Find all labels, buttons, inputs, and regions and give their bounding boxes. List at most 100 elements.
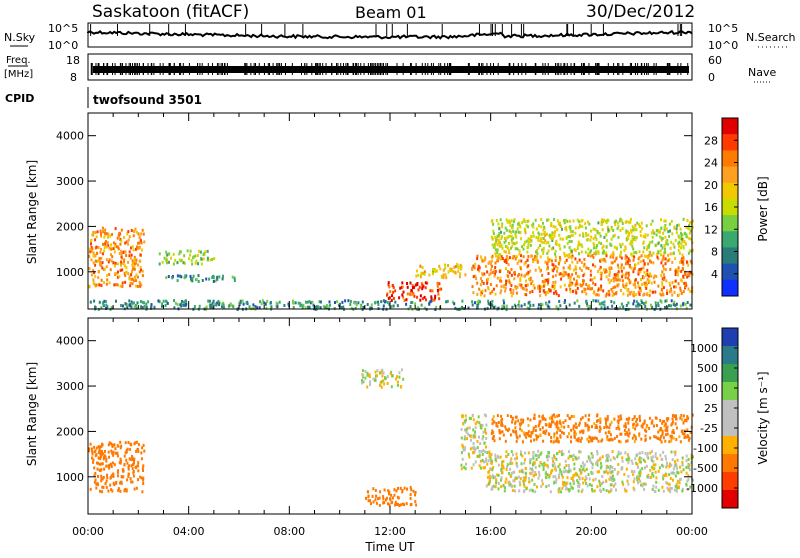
echo-cell (539, 239, 542, 243)
echo-cell (591, 454, 594, 458)
echo-cell (660, 236, 663, 240)
echo-cell (611, 478, 614, 482)
echo-cell (533, 483, 536, 486)
echo-cell (557, 465, 560, 469)
echo-cell (306, 300, 309, 304)
echo-cell (494, 475, 497, 479)
echo-cell (638, 250, 641, 254)
echo-cell (300, 303, 303, 307)
echo-cell (564, 482, 567, 486)
echo-cell (686, 416, 689, 420)
echo-cell (603, 470, 606, 474)
echo-cell (680, 246, 682, 250)
echo-cell (668, 465, 671, 469)
echo-cell (92, 460, 95, 464)
echo-cell (125, 254, 128, 257)
echo-cell (472, 451, 475, 455)
echo-cell (218, 275, 221, 279)
echo-cell (485, 437, 488, 440)
echo-cell (544, 234, 547, 237)
echo-cell (600, 258, 603, 262)
echo-cell (460, 467, 463, 471)
echo-cell (477, 299, 480, 303)
echo-cell (636, 463, 639, 466)
echo-cell (534, 465, 537, 469)
echo-cell (577, 240, 580, 244)
echo-cell (539, 255, 542, 259)
echo-cell (349, 299, 352, 303)
echo-cell (672, 467, 675, 471)
echo-cell (97, 456, 100, 460)
echo-cell (129, 477, 132, 481)
echo-cell (662, 477, 665, 481)
echo-cell (571, 273, 574, 277)
echo-cell (372, 377, 375, 381)
echo-cell (637, 272, 640, 276)
echo-cell (557, 222, 560, 226)
echo-cell (469, 417, 472, 420)
echo-cell (486, 462, 489, 466)
echo-cell (112, 453, 115, 457)
echo-cell (691, 225, 694, 229)
echo-cell (102, 230, 105, 234)
echo-cell (670, 471, 673, 475)
echo-cell (682, 414, 685, 418)
echo-cell (527, 225, 529, 229)
echo-cell (573, 248, 576, 252)
echo-cell (131, 282, 134, 286)
echo-cell (594, 477, 597, 481)
echo-cell (136, 275, 139, 279)
echo-cell (671, 293, 674, 297)
echo-cell (682, 246, 685, 250)
x-tick-label: 04:00 (173, 525, 205, 538)
echo-cell (489, 283, 492, 286)
echo-cell (568, 432, 570, 436)
echo-cell (570, 435, 573, 439)
echo-cell (650, 281, 653, 285)
colorbar-swatch (722, 279, 738, 297)
echo-cell (173, 306, 176, 310)
echo-cell (662, 255, 665, 259)
echo-cell (112, 475, 115, 478)
echo-cell (194, 254, 197, 258)
echo-cell (546, 251, 549, 255)
echo-cell (394, 300, 397, 304)
echo-cell (196, 254, 199, 257)
echo-cell (644, 482, 647, 486)
echo-cell (438, 264, 441, 268)
echo-cell (107, 489, 110, 493)
echo-cell (434, 269, 437, 273)
echo-cell (679, 304, 682, 308)
echo-cell (523, 218, 526, 222)
echo-cell (464, 435, 466, 439)
echo-cell (549, 288, 552, 292)
echo-cell (573, 480, 575, 484)
echo-cell (302, 303, 305, 307)
echo-cell (593, 422, 596, 426)
echo-cell (545, 429, 548, 433)
echo-cell (599, 456, 602, 460)
echo-cell (495, 218, 498, 222)
echo-cell (637, 284, 640, 288)
echo-cell (570, 485, 573, 489)
echo-cell (639, 303, 642, 307)
echo-cell (545, 475, 548, 479)
echo-cell (491, 468, 494, 472)
echo-cell (510, 294, 513, 298)
echo-cell (136, 285, 139, 288)
echo-cell (647, 281, 650, 285)
echo-cell (591, 439, 594, 443)
echo-cell (574, 257, 577, 261)
freq-tick-top: 18 (66, 54, 80, 67)
echo-cell (586, 285, 589, 289)
echo-cell (677, 241, 680, 245)
echo-cell (575, 271, 577, 275)
echo-cell (559, 429, 562, 433)
echo-cell (593, 290, 596, 294)
echo-cell (576, 286, 579, 290)
echo-cell (520, 283, 523, 287)
echo-cell (127, 238, 130, 242)
echo-cell (624, 286, 627, 289)
echo-cell (578, 468, 581, 472)
